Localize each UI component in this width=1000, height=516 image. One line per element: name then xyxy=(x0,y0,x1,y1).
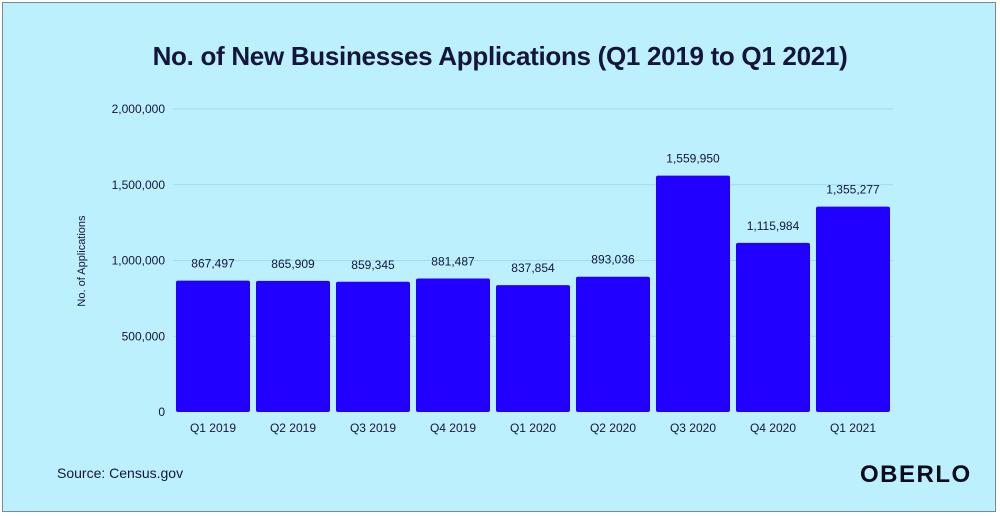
chart-title: No. of New Businesses Applications (Q1 2… xyxy=(152,41,848,71)
bar-value-label: 867,497 xyxy=(191,257,235,271)
oberlo-logo: OBERLO xyxy=(860,461,972,488)
source-note: Source: Census.gov xyxy=(57,465,184,481)
bar-value-label: 859,345 xyxy=(351,258,395,272)
bar xyxy=(576,276,650,412)
y-tick-label: 1,500,000 xyxy=(112,178,166,192)
x-tick-label: Q3 2019 xyxy=(350,421,396,435)
x-tick-label: Q1 2021 xyxy=(830,421,876,435)
x-tick-label: Q2 2020 xyxy=(590,421,636,435)
bar xyxy=(816,206,890,412)
y-tick-label: 2,000,000 xyxy=(112,102,166,116)
bar xyxy=(176,280,250,412)
x-tick-label: Q1 2019 xyxy=(190,421,236,435)
x-tick-label: Q3 2020 xyxy=(670,421,716,435)
bar-value-label: 893,036 xyxy=(591,253,635,267)
bar-value-label: 865,909 xyxy=(271,257,315,271)
y-tick-label: 1,000,000 xyxy=(112,254,166,268)
x-tick-label: Q1 2020 xyxy=(510,421,556,435)
bar xyxy=(416,278,490,412)
bar xyxy=(656,175,730,412)
y-tick-label: 500,000 xyxy=(122,329,166,343)
bar-value-label: 837,854 xyxy=(511,261,555,275)
x-tick-label: Q4 2019 xyxy=(430,421,476,435)
bar-chart: 0 500,000 1,000,000 1,500,000 2,000,000 No. o… xyxy=(76,102,893,435)
bar-value-label: 1,355,277 xyxy=(826,183,880,197)
bar xyxy=(336,281,410,412)
x-tick-label: Q4 2020 xyxy=(750,421,796,435)
bar-value-label: 1,115,984 xyxy=(747,219,800,233)
bar xyxy=(256,280,330,412)
bar xyxy=(736,242,810,412)
bar-value-label: 1,559,950 xyxy=(666,152,720,166)
bar xyxy=(496,285,570,412)
bar-value-label: 881,487 xyxy=(431,254,475,268)
y-tick-label: 0 xyxy=(158,405,165,419)
x-tick-label: Q2 2019 xyxy=(270,421,316,435)
y-axis-label: No. of Applications xyxy=(76,215,88,307)
